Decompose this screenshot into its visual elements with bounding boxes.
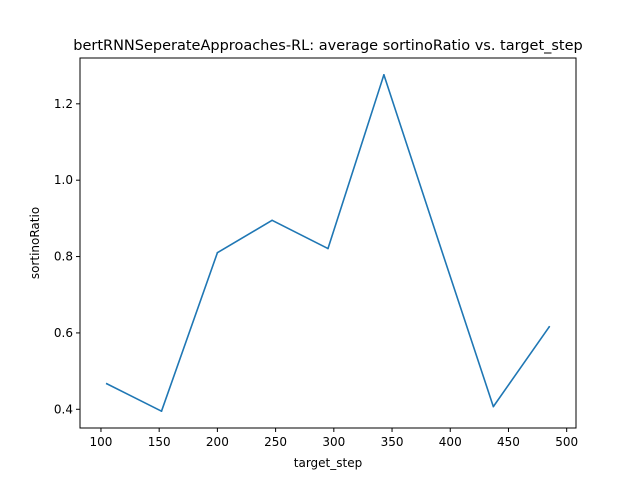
y-tick-label: 1.2 [54, 97, 73, 111]
x-axis: 100 150 200 250 300 350 400 450 500 [90, 428, 578, 449]
x-tick-label: 450 [497, 435, 520, 449]
x-tick-label: 300 [322, 435, 345, 449]
y-tick-label: 0.8 [54, 250, 73, 264]
data-point [327, 247, 329, 250]
data-point [492, 405, 495, 408]
y-tick-label: 1.0 [54, 173, 73, 187]
x-tick-label: 400 [439, 435, 462, 449]
y-tick-label: 0.4 [54, 402, 73, 416]
series-line-0 [105, 74, 551, 413]
x-tick-label: 100 [90, 435, 113, 449]
x-tick-label: 150 [148, 435, 171, 449]
x-tick-label: 250 [264, 435, 287, 449]
y-tick-label: 0.6 [54, 326, 73, 340]
data-point [383, 74, 385, 76]
x-tick-label: 500 [555, 435, 578, 449]
data-point [548, 326, 551, 328]
plot-area [105, 74, 551, 413]
x-tick-label: 200 [206, 435, 229, 449]
data-point [160, 410, 163, 412]
x-axis-label: target_step [294, 456, 362, 470]
data-point [437, 240, 440, 243]
y-axis-label: sortinoRatio [28, 207, 42, 279]
chart-title: bertRNNSeperateApproaches-RL: average so… [73, 38, 583, 54]
data-point [271, 219, 273, 222]
y-axis: 0.4 0.6 0.8 1.0 1.2 [54, 97, 80, 416]
plot-frame [79, 57, 577, 429]
data-point [105, 382, 108, 385]
x-tick-label: 350 [381, 435, 404, 449]
data-point [216, 251, 219, 254]
